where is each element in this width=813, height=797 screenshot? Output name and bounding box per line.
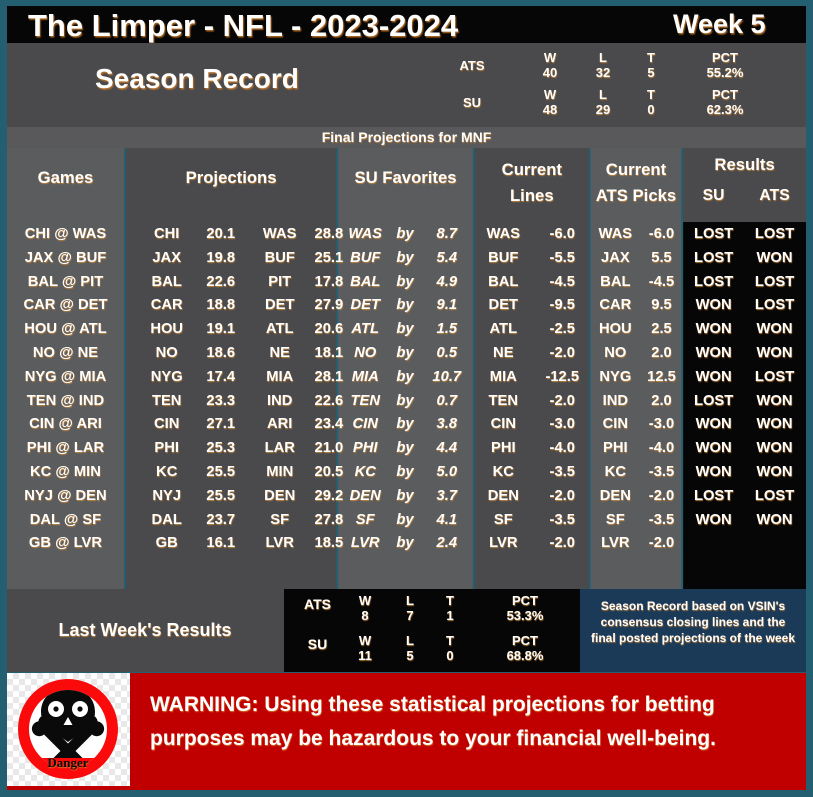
svg-text:Danger: Danger [47,755,88,770]
